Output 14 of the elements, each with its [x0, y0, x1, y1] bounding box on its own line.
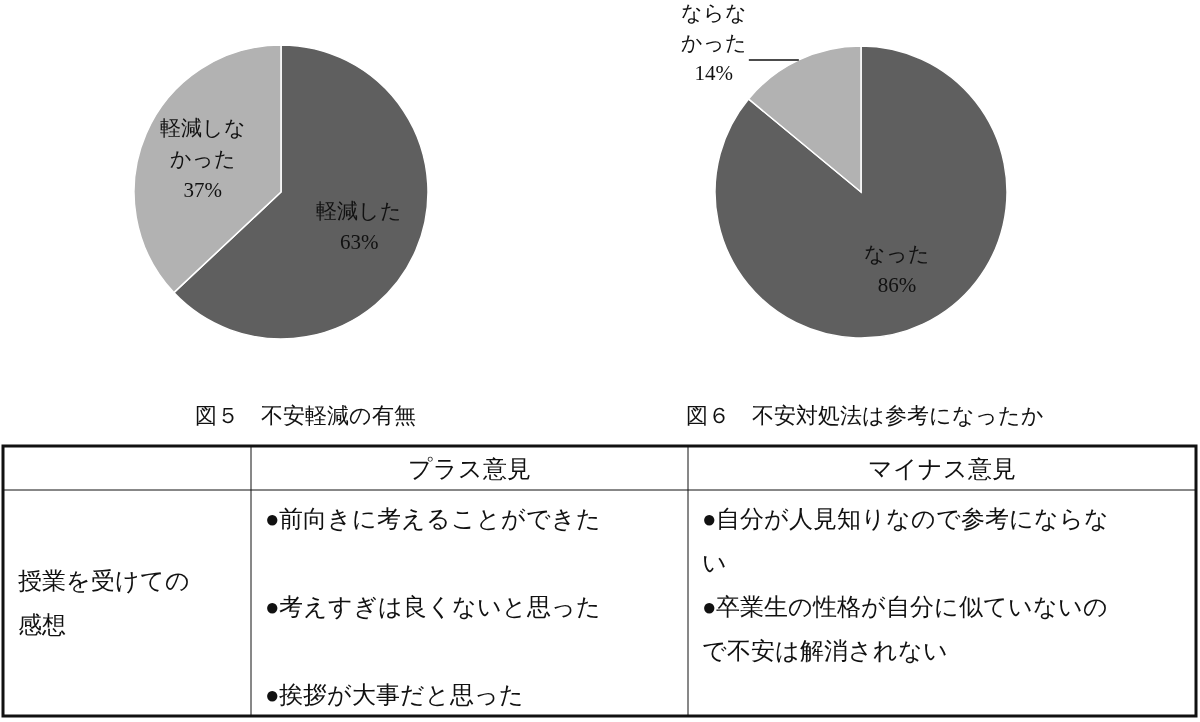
title: 図５ 不安軽減の有無	[194, 403, 416, 428]
title: 図６ 不安対処法は参考になったか	[686, 403, 1044, 428]
header: プラス意見	[408, 456, 531, 482]
slice-label: なった 86%	[864, 242, 931, 298]
slice-label: 軽減しなかった 37%	[159, 116, 246, 203]
cell: ●挨拶が大事だと思った	[265, 682, 525, 708]
slice-label: 軽減した 63%	[316, 199, 403, 255]
header: マイナス意見	[868, 456, 1016, 482]
cell: ●自分が人見知りなので参考にならない	[702, 506, 1110, 576]
cell: ●前向きに考えることができた	[265, 506, 602, 532]
slice-label: ならなかった 14%	[680, 0, 747, 85]
cell: ●卒業生の性格が自分に似ていないので不安は解消されない	[702, 594, 1109, 664]
cell: ●考えすぎは良くないと思った	[265, 594, 602, 620]
row-header: 授業を受けての感想	[18, 568, 190, 638]
